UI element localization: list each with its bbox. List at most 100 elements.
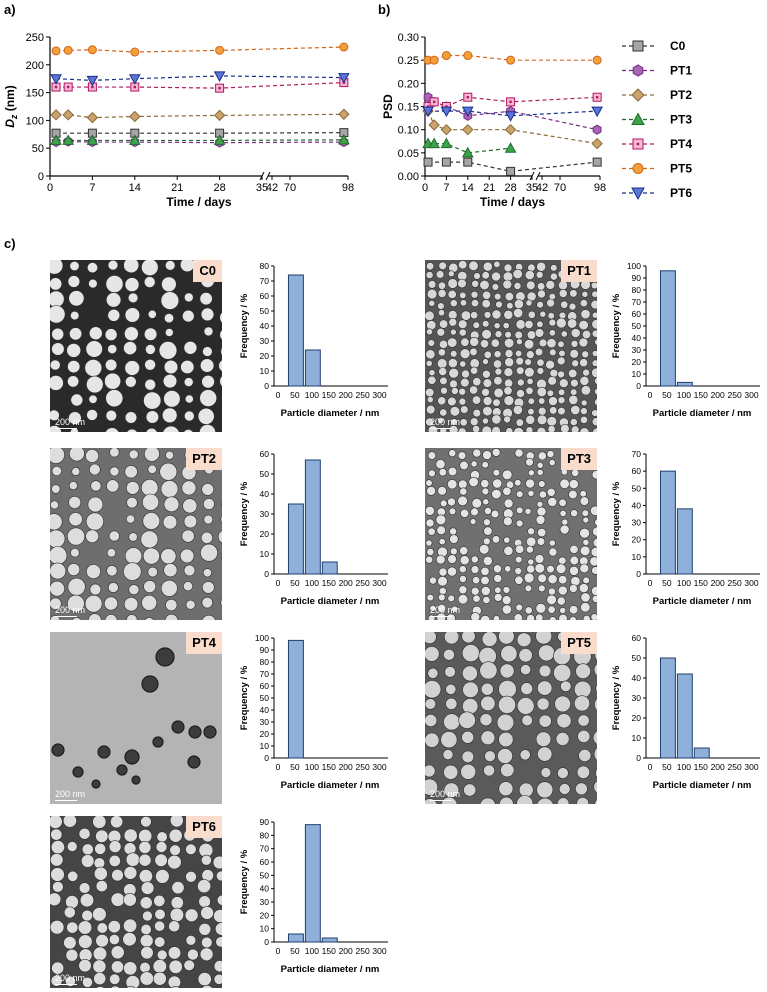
particle	[504, 291, 514, 302]
particle	[449, 379, 458, 389]
particle	[437, 348, 446, 357]
particle	[50, 867, 65, 882]
y-tick-label: 20	[260, 729, 270, 739]
particle	[124, 326, 139, 341]
particle	[50, 892, 62, 907]
bar	[659, 657, 676, 759]
particle	[50, 260, 64, 275]
y-axis-label: Frequency / %	[611, 481, 622, 546]
particle	[595, 684, 597, 694]
particle	[594, 518, 597, 526]
particle	[84, 359, 103, 377]
x-tick-label: 100	[305, 578, 319, 588]
legend-item-pt1: PT1	[622, 64, 692, 78]
particle	[50, 562, 67, 580]
histogram-c0: 0 10 20 30 40 50 60 70 80 0 50 100 150 200 250 300 Parti…	[239, 261, 388, 419]
particle	[501, 469, 513, 480]
particle	[219, 329, 222, 341]
particle	[168, 959, 183, 974]
data-point	[428, 137, 441, 149]
particle	[167, 975, 181, 988]
particle	[90, 480, 102, 492]
particle	[219, 375, 222, 387]
x-tick-label: 70	[284, 182, 296, 194]
particle	[78, 934, 93, 949]
particle	[502, 486, 512, 496]
particle	[447, 594, 455, 603]
particles	[51, 647, 217, 789]
panel-label-b: b)	[378, 2, 391, 17]
particle	[528, 469, 535, 477]
particle	[92, 959, 107, 974]
particle	[438, 367, 448, 376]
particle	[198, 923, 212, 936]
y-tick-label: 50	[32, 143, 44, 155]
y-tick-label: 20	[632, 357, 642, 367]
particle	[445, 683, 457, 695]
particle	[518, 782, 534, 798]
particle	[449, 547, 458, 556]
particle	[553, 663, 572, 682]
particle	[536, 461, 544, 469]
particle	[503, 263, 513, 273]
scale-bar-label: 200 nm	[55, 416, 86, 427]
particle	[439, 319, 449, 329]
particle	[438, 468, 447, 477]
particle	[538, 664, 552, 678]
data-point	[428, 119, 440, 131]
particle	[69, 448, 85, 462]
particle	[201, 596, 214, 609]
y-tick-label: 0	[636, 569, 641, 579]
particle	[482, 290, 492, 300]
y-tick-label: 10	[632, 552, 642, 562]
particle	[593, 780, 597, 794]
particle	[492, 469, 501, 477]
particle	[448, 367, 460, 379]
particle	[66, 343, 82, 358]
particle	[50, 375, 64, 391]
particle	[202, 498, 215, 510]
particle	[50, 840, 65, 855]
particle	[126, 428, 138, 432]
particle	[67, 577, 86, 596]
particle	[457, 594, 469, 605]
legend-label: PT5	[670, 162, 692, 176]
y-tick-label: 20	[260, 529, 270, 539]
particle	[594, 338, 597, 346]
particle	[438, 309, 446, 317]
particle	[460, 310, 472, 321]
particle	[108, 530, 120, 542]
particle	[458, 711, 476, 729]
particle	[493, 615, 500, 620]
y-tick-label: 30	[260, 897, 270, 907]
particle	[569, 289, 578, 298]
particle	[482, 555, 493, 566]
particle	[527, 310, 536, 319]
series-line	[56, 113, 344, 119]
data-point	[463, 157, 473, 167]
particle	[427, 339, 436, 347]
particle	[469, 385, 479, 395]
x-tick-label: 21	[483, 182, 495, 194]
particle	[447, 396, 457, 407]
particle	[140, 816, 152, 828]
particle	[158, 341, 178, 360]
particle	[123, 866, 138, 880]
particle	[493, 574, 503, 583]
bar	[304, 459, 321, 575]
y-tick-label: 80	[260, 261, 270, 271]
particle	[525, 426, 534, 432]
particle	[548, 459, 556, 466]
particle	[479, 339, 489, 349]
x-axis-label: Particle diameter / nm	[281, 780, 380, 791]
particle	[500, 645, 518, 663]
particle	[513, 613, 523, 620]
particle	[547, 497, 558, 507]
particle	[140, 881, 155, 895]
particle	[131, 775, 141, 785]
particle	[538, 584, 546, 593]
y-tick-label: 50	[260, 693, 270, 703]
particle	[580, 385, 591, 396]
series-line	[56, 139, 344, 142]
particle	[445, 697, 458, 710]
